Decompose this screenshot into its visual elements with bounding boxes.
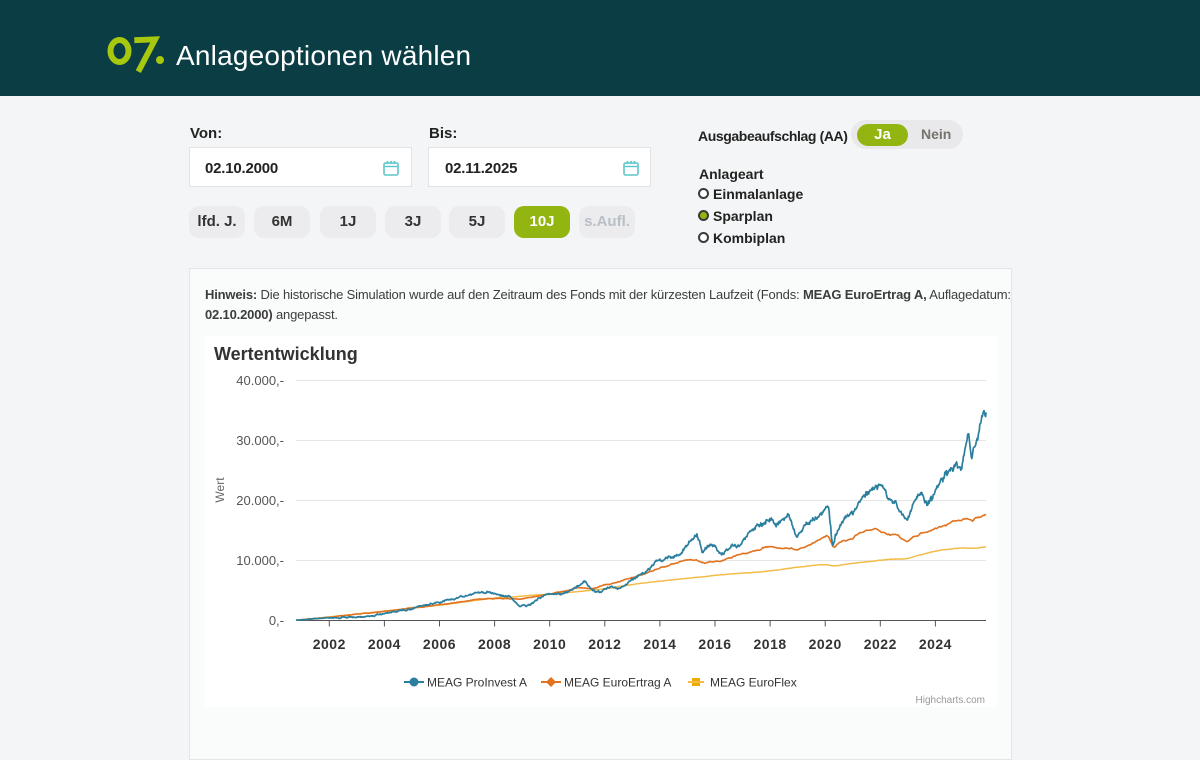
svg-text:2002: 2002 — [313, 636, 346, 652]
svg-text:2014: 2014 — [643, 636, 676, 652]
svg-text:Highcharts.com: Highcharts.com — [916, 695, 985, 706]
svg-text:MEAG ProInvest A: MEAG ProInvest A — [427, 676, 527, 690]
svg-text:2010: 2010 — [533, 636, 566, 652]
svg-text:2022: 2022 — [864, 636, 897, 652]
svg-text:40.000,-: 40.000,- — [236, 373, 284, 388]
svg-text:2012: 2012 — [588, 636, 621, 652]
svg-text:MEAG EuroErtrag A: MEAG EuroErtrag A — [564, 676, 671, 690]
svg-text:Wert: Wert — [213, 477, 227, 503]
svg-text:MEAG EuroFlex: MEAG EuroFlex — [710, 676, 797, 690]
svg-text:30.000,-: 30.000,- — [236, 433, 284, 448]
svg-text:2016: 2016 — [698, 636, 731, 652]
svg-text:2020: 2020 — [809, 636, 842, 652]
svg-text:20.000,-: 20.000,- — [236, 493, 284, 508]
svg-text:2004: 2004 — [368, 636, 401, 652]
svg-text:Wertentwicklung: Wertentwicklung — [214, 344, 358, 364]
svg-text:2018: 2018 — [754, 636, 787, 652]
svg-text:2006: 2006 — [423, 636, 456, 652]
svg-text:10.000,-: 10.000,- — [236, 553, 284, 568]
svg-text:2024: 2024 — [919, 636, 952, 652]
svg-text:0,-: 0,- — [269, 613, 284, 628]
svg-text:2008: 2008 — [478, 636, 511, 652]
